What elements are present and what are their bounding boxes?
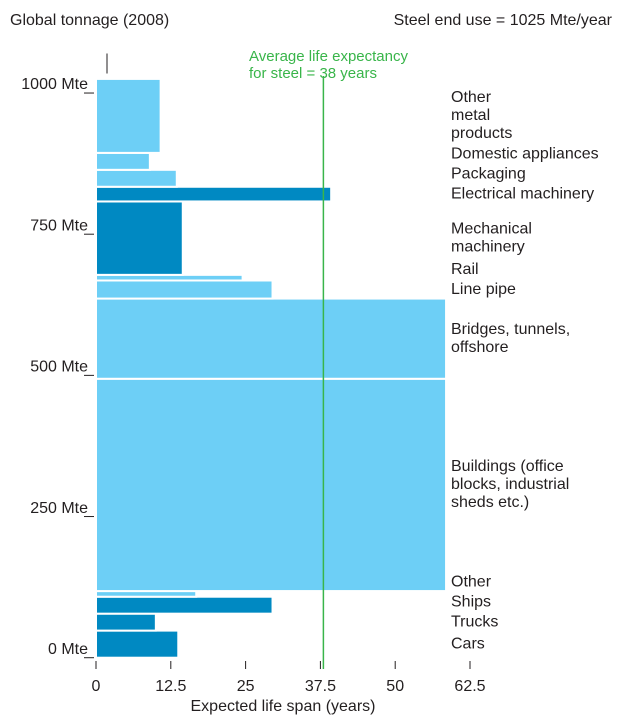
category-label: Electrical machinery	[451, 185, 594, 202]
bar	[95, 77, 162, 154]
x-tick-label: 50	[386, 678, 404, 695]
category-label: machinery	[451, 238, 525, 255]
category-label: Packaging	[451, 165, 526, 182]
bar	[95, 279, 274, 300]
x-tick-label: 25	[237, 678, 255, 695]
bar	[95, 595, 274, 615]
bar	[95, 297, 448, 380]
y-tick-label: 500 Mte	[30, 359, 88, 376]
bar	[95, 151, 151, 171]
category-label: Ships	[451, 593, 491, 610]
category-label: Rail	[451, 261, 479, 278]
bar	[95, 168, 178, 188]
y-tick-label: 1000 Mte	[21, 76, 88, 93]
x-tick-label: 62.5	[454, 678, 485, 695]
bar	[95, 185, 333, 203]
x-tick-label: 37.5	[305, 678, 336, 695]
category-label: Mechanical	[451, 220, 532, 237]
y-axis-title: Global tonnage (2008)	[10, 12, 169, 29]
chart-title: Steel end use = 1025 Mte/year	[394, 12, 613, 29]
x-tick-label: 12.5	[155, 678, 186, 695]
category-label: metal	[451, 107, 490, 124]
y-tick-label: 250 Mte	[30, 500, 88, 517]
category-label: products	[451, 125, 512, 142]
category-label: Other	[451, 89, 492, 106]
y-tick-label: 750 Mte	[30, 217, 88, 234]
annotation: Average life expectancy	[249, 48, 408, 65]
y-tick-label: 0 Mte	[48, 641, 88, 658]
category-label: Other	[451, 573, 492, 590]
annotation: for steel = 38 years	[249, 65, 377, 82]
bar	[95, 629, 180, 659]
category-label: Line pipe	[451, 281, 516, 298]
category-label: sheds etc.)	[451, 494, 529, 511]
x-axis-title: Expected life span (years)	[191, 698, 376, 715]
category-label: Bridges, tunnels,	[451, 321, 570, 338]
category-label: Trucks	[451, 613, 498, 630]
bar	[95, 612, 157, 632]
bar	[95, 377, 448, 593]
x-tick-label: 0	[92, 678, 101, 695]
category-label: offshore	[451, 339, 509, 356]
category-label: Cars	[451, 635, 485, 652]
category-label: Buildings (office	[451, 458, 564, 475]
category-label: Domestic appliances	[451, 145, 599, 162]
bar	[95, 200, 184, 276]
category-label: blocks, industrial	[451, 476, 569, 493]
